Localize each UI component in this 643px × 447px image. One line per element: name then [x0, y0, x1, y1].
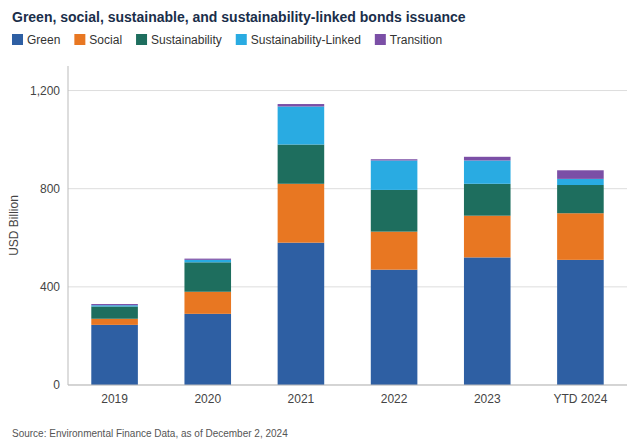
legend-label: Transition: [390, 33, 442, 47]
bar-segment: [464, 157, 511, 161]
legend-swatch: [375, 34, 386, 45]
grid-line: [68, 90, 627, 91]
bar-segment: [91, 304, 138, 305]
grid-line: [68, 188, 627, 189]
x-tick-label: 2023: [474, 392, 501, 406]
bar-segment: [557, 179, 604, 185]
legend-swatch: [236, 34, 247, 45]
y-tick-label: 1,200: [30, 84, 60, 98]
legend-swatch: [12, 34, 23, 45]
bar-segment: [464, 216, 511, 258]
bar-segment: [184, 314, 231, 385]
bar-segment: [464, 257, 511, 385]
legend-label: Green: [27, 33, 60, 47]
bar-segment: [278, 184, 325, 243]
legend-label: Sustainability: [151, 33, 222, 47]
chart: Green, social, sustainable, and sustaina…: [0, 0, 643, 447]
bar-segment: [91, 306, 138, 318]
y-tick-label: 0: [53, 378, 60, 392]
bar-segment: [464, 184, 511, 216]
y-tick-label: 800: [40, 182, 60, 196]
source: Source: Environmental Finance Data, as o…: [12, 428, 288, 439]
legend-swatch: [74, 34, 85, 45]
bar-segment: [91, 325, 138, 385]
x-tick-label: 2021: [288, 392, 315, 406]
x-tick-label: 2020: [194, 392, 221, 406]
bar-segment: [278, 106, 325, 144]
legend-label: Social: [89, 33, 122, 47]
y-axis-label: USD Billion: [7, 195, 21, 256]
legend-swatch: [136, 34, 147, 45]
bar-segment: [371, 159, 418, 160]
bar-segment: [557, 185, 604, 213]
bars: [91, 104, 603, 385]
x-tick-label: 2019: [101, 392, 128, 406]
title: Green, social, sustainable, and sustaina…: [12, 9, 466, 25]
bar-segment: [184, 260, 231, 262]
bar-segment: [278, 243, 325, 385]
bar-segment: [557, 213, 604, 260]
bar-segment: [371, 190, 418, 232]
bar-segment: [278, 104, 325, 106]
x-tick-label: YTD 2024: [553, 392, 607, 406]
bar-segment: [278, 145, 325, 184]
grid-line: [68, 286, 627, 287]
bar-segment: [371, 270, 418, 385]
bar-segment: [371, 160, 418, 189]
bar-segment: [464, 160, 511, 183]
bar-segment: [91, 305, 138, 306]
bar-segment: [91, 319, 138, 325]
y-axis-line: [68, 66, 69, 385]
grid-line: [68, 385, 627, 386]
bar-segment: [557, 260, 604, 385]
bar-segment: [371, 232, 418, 270]
bar-segment: [557, 170, 604, 179]
bar-segment: [184, 292, 231, 314]
bar-segment: [184, 259, 231, 260]
legend: Green Social Sustainability Sustainability-…: [12, 33, 442, 47]
legend-label: Sustainability-Linked: [251, 33, 361, 47]
y-tick-label: 400: [40, 280, 60, 294]
bar-segment: [184, 262, 231, 291]
x-axis-line: [68, 385, 627, 386]
x-tick-label: 2022: [381, 392, 408, 406]
